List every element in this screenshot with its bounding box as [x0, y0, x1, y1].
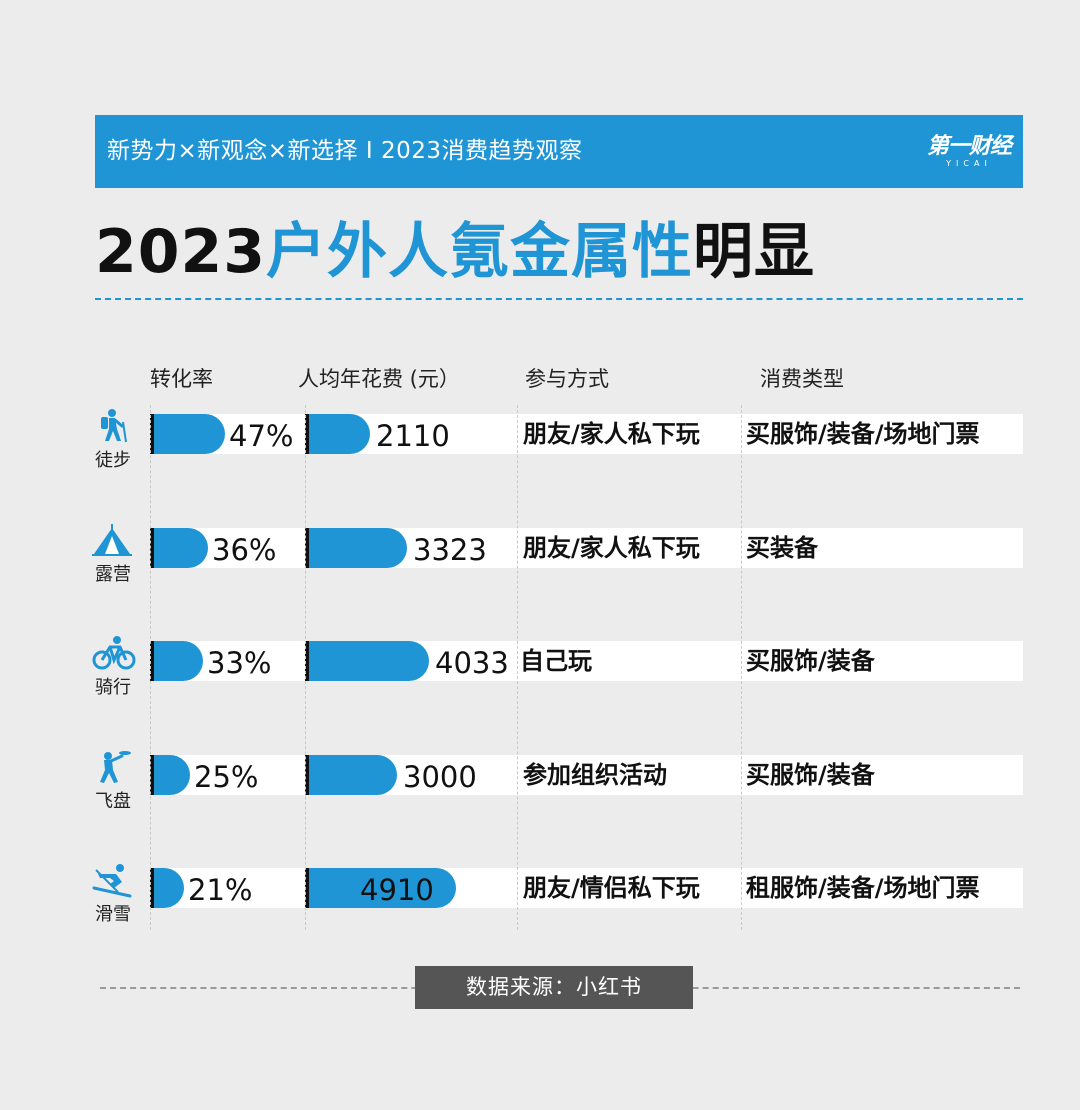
bicycle-icon: 骑行 [88, 635, 144, 715]
yicai-logo: 第一财经 YICAI [926, 134, 1012, 169]
activity-label: 露营 [95, 564, 131, 585]
conversion-bar [150, 755, 190, 795]
participation-mode: 自己玩 [520, 647, 592, 675]
hiking-icon: 徒步 [88, 408, 144, 488]
activity-label: 徒步 [95, 450, 131, 471]
spend-bar [305, 868, 456, 908]
conversion-value: 21% [188, 873, 253, 907]
spend-value: 3000 [403, 760, 477, 794]
column-divider [150, 405, 151, 930]
conversion-bar [150, 528, 208, 568]
header-banner: 新势力×新观念×新选择 I 2023消费趋势观察 第一财经 YICAI [95, 115, 1023, 188]
tent-icon: 露营 [88, 522, 144, 602]
conversion-bar [150, 868, 184, 908]
title-highlight: 户外人氪金属性 [266, 217, 693, 287]
title-suffix: 明显 [693, 217, 815, 287]
participation-mode: 参加组织活动 [523, 761, 667, 789]
title-divider [95, 298, 1023, 300]
row-strip [150, 528, 1023, 568]
consumption-type: 租服饰/装备/场地门票 [746, 874, 980, 902]
row-strip [150, 414, 1023, 454]
source-label: 数据来源：小红书 [415, 966, 693, 1009]
column-divider [741, 405, 742, 930]
column-divider [305, 405, 306, 930]
conversion-bar [150, 414, 225, 454]
conversion-bar [150, 641, 203, 681]
spend-bar [305, 414, 370, 454]
row-strip [150, 868, 1023, 908]
participation-mode: 朋友/家人私下玩 [523, 420, 700, 448]
participation-mode: 朋友/家人私下玩 [523, 534, 700, 562]
consumption-type: 买服饰/装备 [746, 647, 875, 675]
spend-value: 4033 [435, 646, 509, 680]
spend-bar [305, 528, 407, 568]
spend-value: 2110 [376, 419, 450, 453]
spend-bar [305, 755, 397, 795]
row-strip [150, 755, 1023, 795]
row-strip [150, 641, 1023, 681]
spend-value: 3323 [413, 533, 487, 567]
consumption-type: 买装备 [746, 534, 818, 562]
spend-bar [305, 641, 429, 681]
header-spend: 人均年花费 (元） [298, 367, 460, 391]
banner-title: 新势力×新观念×新选择 I 2023消费趋势观察 [107, 138, 583, 164]
header-type: 消费类型 [760, 367, 844, 391]
activity-label: 飞盘 [95, 791, 131, 812]
participation-mode: 朋友/情侣私下玩 [523, 874, 700, 902]
logo-subtext: YICAI [946, 159, 992, 168]
conversion-value: 47% [229, 419, 294, 453]
spend-value: 4910 [360, 873, 434, 907]
header-mode: 参与方式 [525, 367, 609, 391]
consumption-type: 买服饰/装备 [746, 761, 875, 789]
frisbee-icon: 飞盘 [88, 749, 144, 829]
skiing-icon: 滑雪 [88, 862, 144, 942]
page-title: 2023户外人氪金属性明显 [95, 212, 815, 292]
activity-label: 滑雪 [95, 904, 131, 925]
header-conversion: 转化率 [150, 367, 213, 391]
conversion-value: 25% [194, 760, 259, 794]
title-year: 2023 [95, 217, 266, 287]
activity-label: 骑行 [95, 677, 131, 698]
conversion-value: 36% [212, 533, 277, 567]
column-divider [517, 405, 518, 930]
logo-text: 第一财经 [926, 134, 1012, 159]
conversion-value: 33% [207, 646, 272, 680]
consumption-type: 买服饰/装备/场地门票 [746, 420, 980, 448]
